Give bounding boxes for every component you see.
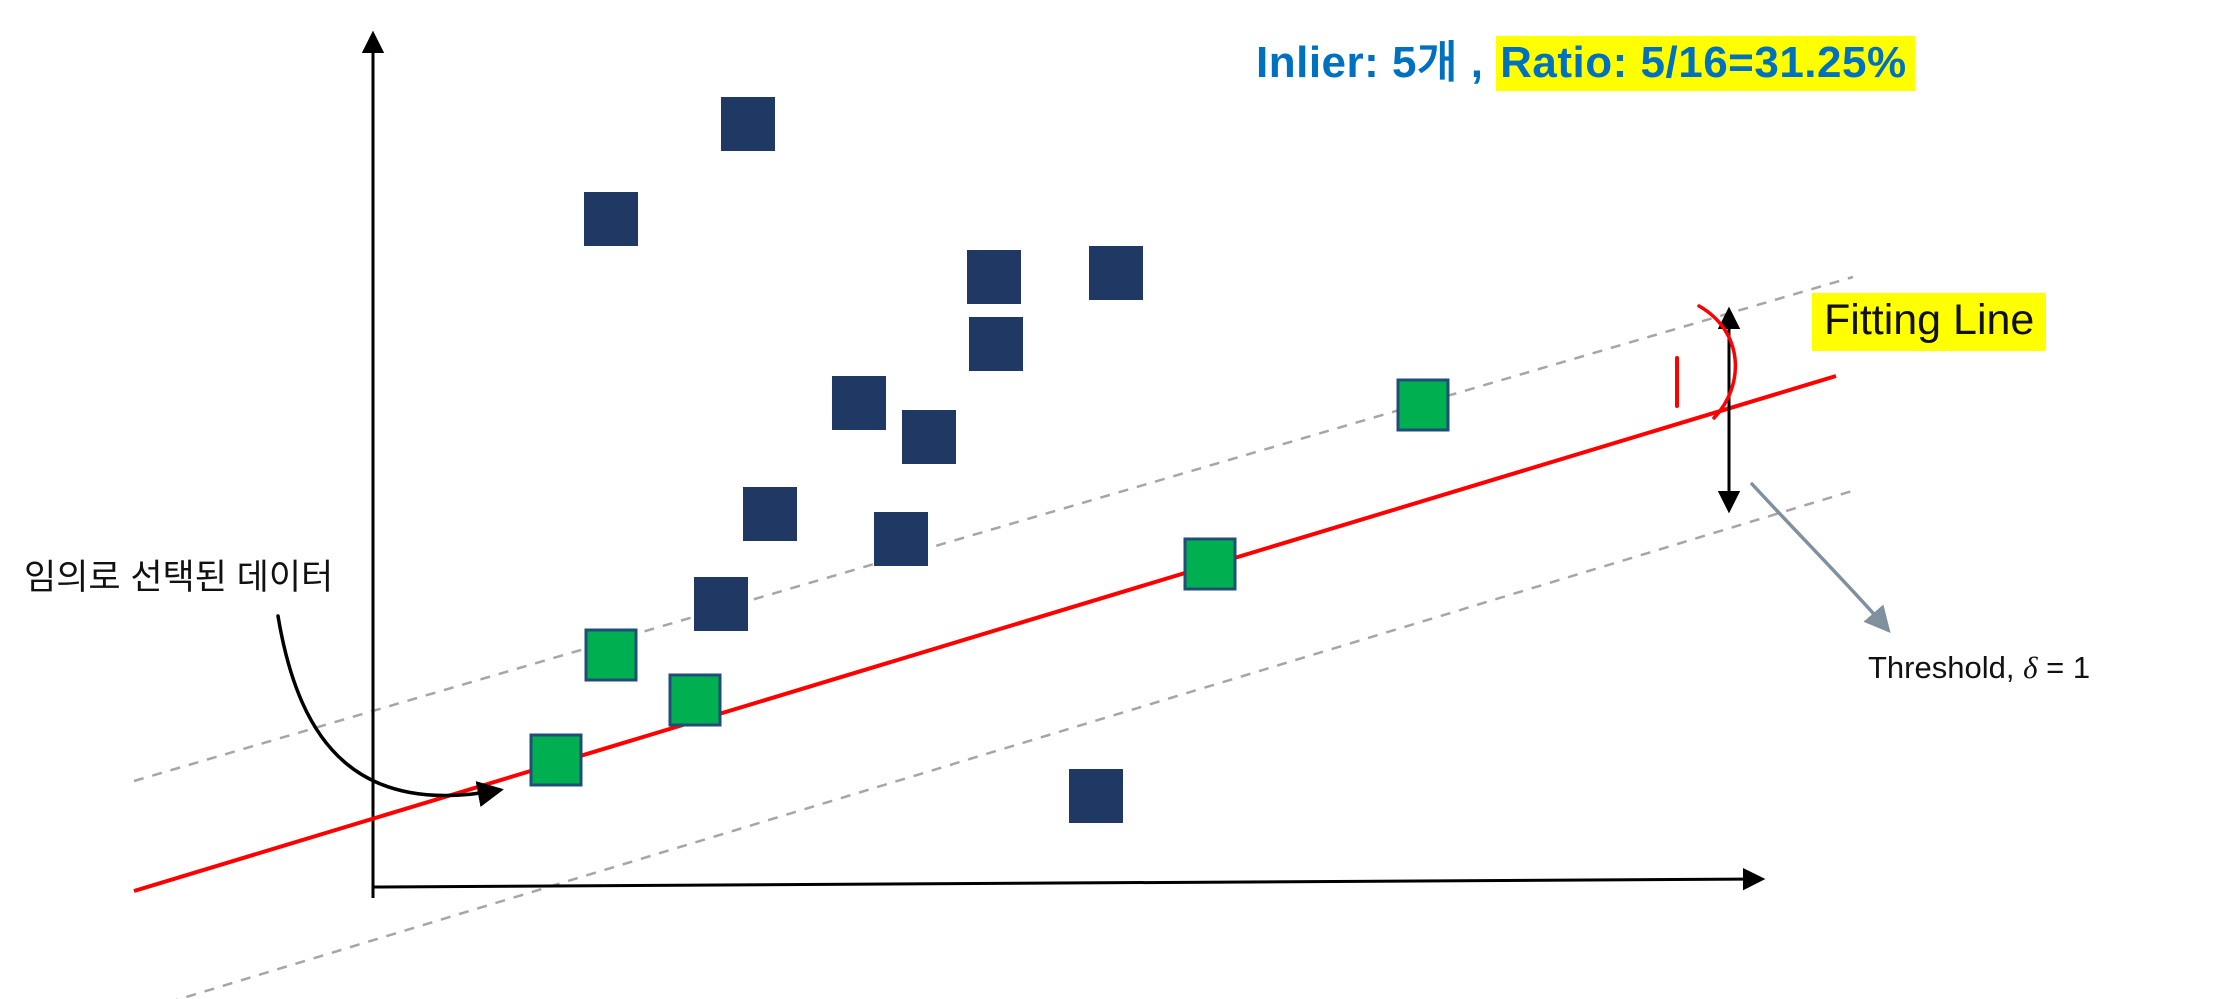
inlier-point — [1396, 378, 1450, 432]
x-axis — [372, 867, 1766, 891]
threshold-prefix: Threshold, — [1868, 650, 2024, 685]
threshold-suffix: = 1 — [2037, 650, 2091, 685]
outlier-point — [1089, 246, 1143, 300]
inlier-point — [529, 733, 583, 787]
outlier-point — [969, 317, 1023, 371]
inlier-stats: Inlier: 5개 , Ratio: 5/16=31.25% — [1256, 36, 1915, 91]
upper-threshold-line — [133, 275, 1854, 783]
threshold-label: Threshold, δ = 1 — [1868, 650, 2090, 686]
threshold-pointer-arrow — [1750, 482, 1891, 633]
axes — [361, 30, 1766, 898]
ratio-text: Ratio: 5/16=31.25% — [1496, 36, 1915, 91]
fit-line — [133, 374, 1837, 893]
selected-data-label: 임의로 선택된 데이터 — [24, 558, 334, 597]
outlier-point — [1069, 769, 1123, 823]
outlier-point — [743, 487, 797, 541]
inlier-point — [584, 628, 638, 682]
outlier-points — [584, 97, 1143, 823]
outlier-point — [721, 97, 775, 151]
inlier-point — [668, 673, 722, 727]
threshold-red-brace — [1675, 304, 1738, 420]
inlier-points — [529, 378, 1450, 787]
outlier-point — [694, 577, 748, 631]
lower-threshold-line — [175, 489, 1853, 999]
outlier-point — [832, 376, 886, 430]
outlier-point — [967, 250, 1021, 304]
fitting-line-label: Fitting Line — [1812, 293, 2047, 352]
selected-data-arrow — [276, 614, 504, 807]
outlier-point — [902, 410, 956, 464]
inlier-count-text: Inlier: 5개 , — [1256, 38, 1497, 87]
threshold-delta-symbol: δ — [2023, 650, 2038, 685]
inlier-point — [1183, 537, 1237, 591]
outlier-point — [584, 192, 638, 246]
outlier-point — [874, 512, 928, 566]
red-brace-curve — [1697, 304, 1738, 420]
